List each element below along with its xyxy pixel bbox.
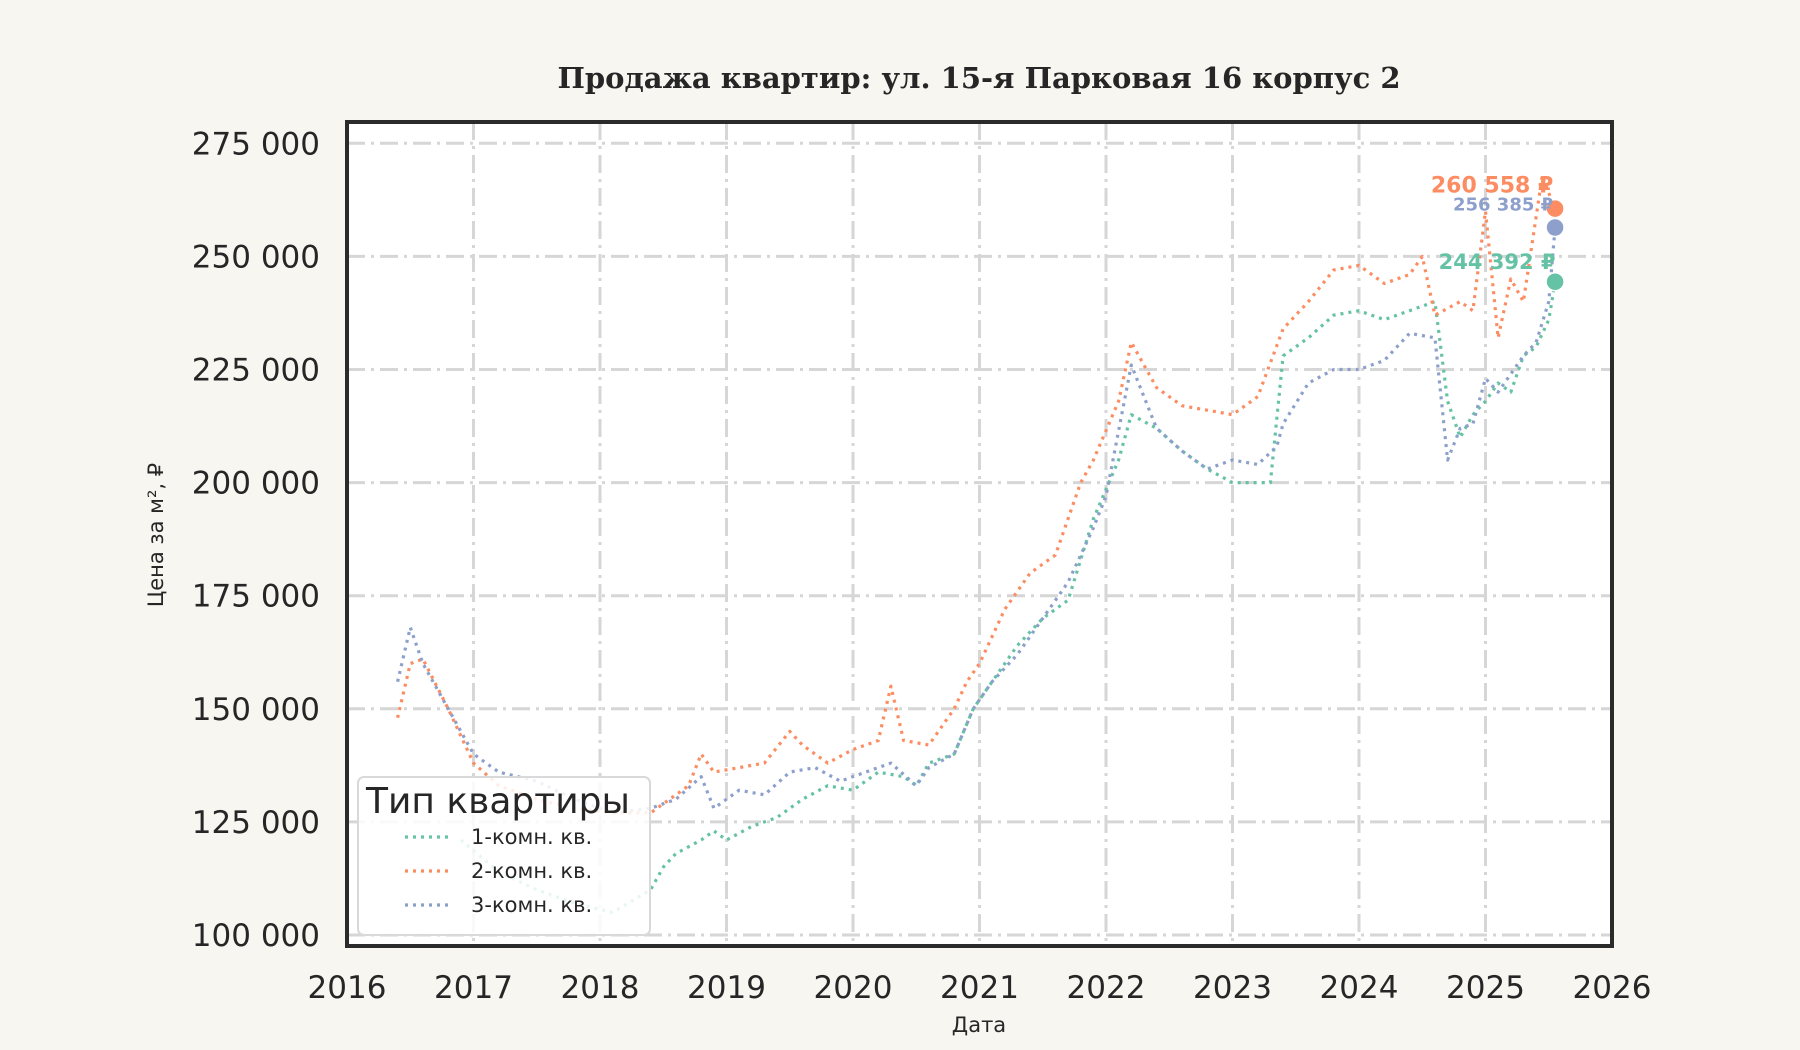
series-line bbox=[459, 281, 1557, 915]
x-tick-label: 2023 bbox=[1193, 970, 1272, 1006]
end-marker bbox=[1545, 217, 1565, 238]
y-axis-label: Цена за м², ₽ bbox=[144, 463, 168, 607]
x-tick-label: 2017 bbox=[434, 970, 513, 1006]
series-line bbox=[396, 227, 1557, 815]
y-tick-label: 100 000 bbox=[192, 918, 320, 954]
end-value-label: 260 558 ₽ bbox=[1431, 174, 1553, 199]
x-tick-label: 2016 bbox=[308, 970, 387, 1006]
x-tick-label: 2020 bbox=[814, 970, 893, 1006]
plot-frame bbox=[345, 120, 1614, 948]
chart-title: Продажа квартир: ул. 15-я Парковая 16 ко… bbox=[557, 61, 1400, 95]
x-tick-label: 2024 bbox=[1320, 970, 1399, 1006]
x-axis-ticks: 2016 2017 2018 2019 2020 2021 2022 2023 2024 2025… bbox=[308, 970, 1652, 1006]
legend-box bbox=[357, 776, 651, 936]
legend-label: 1-комн. кв. bbox=[471, 825, 592, 849]
end-value-label: 244 392 ₽ bbox=[1439, 250, 1556, 274]
x-tick-label: 2021 bbox=[940, 970, 1019, 1006]
y-tick-label: 250 000 bbox=[192, 239, 320, 275]
end-markers: 260 558 ₽256 385 ₽ 244 392 ₽ bbox=[1431, 174, 1565, 292]
y-tick-label: 275 000 bbox=[192, 126, 320, 162]
legend-items: 1-комн. кв. 2-комн. кв. 3-комн. кв. bbox=[405, 825, 592, 917]
end-marker bbox=[1545, 272, 1565, 292]
series-layer bbox=[396, 173, 1557, 915]
y-tick-label: 200 000 bbox=[192, 466, 320, 502]
legend-label: 3-комн. кв. bbox=[471, 893, 592, 917]
x-tick-label: 2018 bbox=[561, 970, 640, 1006]
legend-title: Тип квартиры bbox=[365, 781, 630, 822]
x-tick-label: 2026 bbox=[1573, 970, 1652, 1006]
end-value-label: 256 385 ₽ bbox=[1453, 195, 1553, 216]
y-tick-label: 150 000 bbox=[192, 692, 320, 728]
y-tick-label: 225 000 bbox=[192, 353, 320, 389]
legend-label: 2-комн. кв. bbox=[471, 859, 592, 883]
y-axis-ticks: 100 000 125 000 150 000 175 000 200 000 225 0… bbox=[192, 126, 320, 954]
legend: Тип квартиры 1-комн. кв. 2-комн. кв. 3-ком… bbox=[357, 776, 651, 936]
x-axis-label: Дата bbox=[952, 1013, 1006, 1037]
x-tick-label: 2022 bbox=[1067, 970, 1146, 1006]
y-tick-label: 175 000 bbox=[192, 579, 320, 615]
x-tick-label: 2019 bbox=[687, 970, 766, 1006]
end-marker bbox=[1545, 198, 1565, 219]
y-tick-label: 125 000 bbox=[192, 805, 320, 841]
x-tick-label: 2025 bbox=[1446, 970, 1525, 1006]
